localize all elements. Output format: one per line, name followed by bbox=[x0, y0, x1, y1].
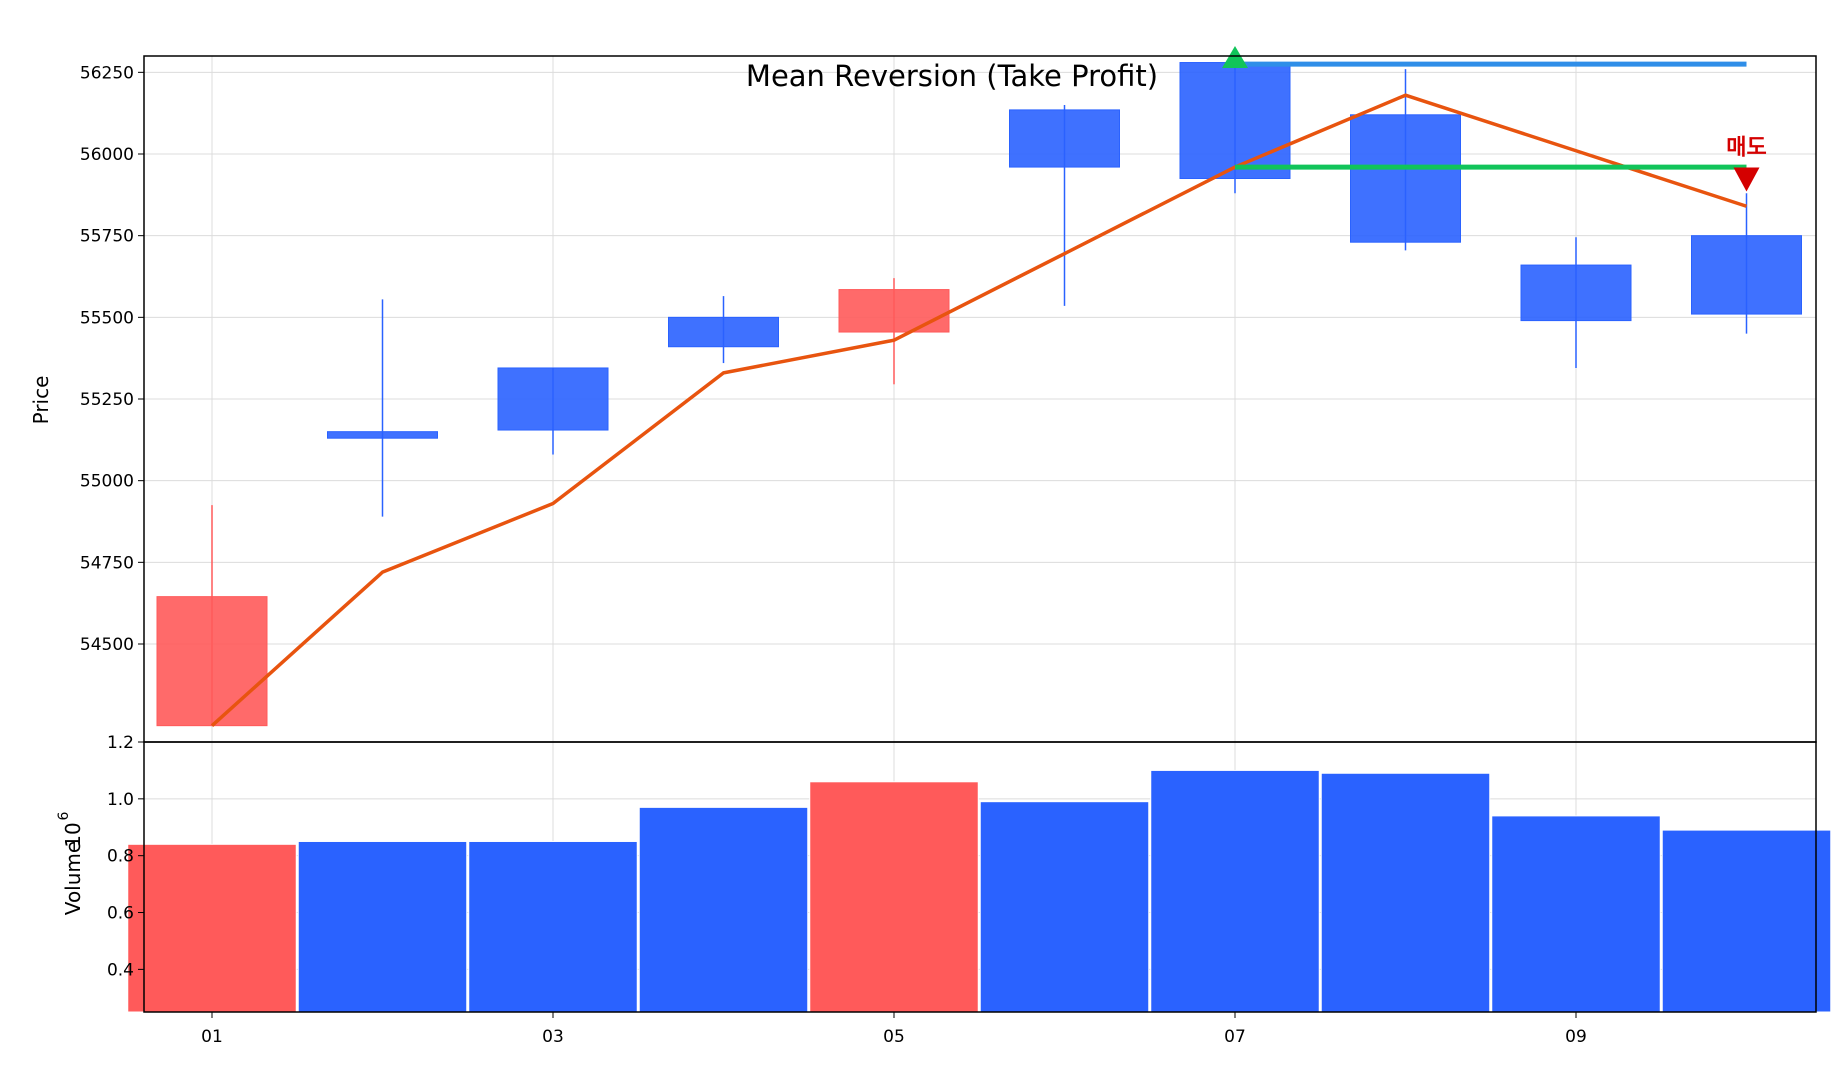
candle-body bbox=[1179, 62, 1291, 179]
candle-body bbox=[1009, 109, 1120, 168]
price-tick-label: 54750 bbox=[80, 553, 134, 573]
price-tick-label: 55000 bbox=[80, 472, 134, 492]
sell-marker bbox=[1733, 167, 1760, 192]
candle-body bbox=[497, 367, 609, 431]
candle-body bbox=[156, 596, 268, 727]
x-tick-label: 03 bbox=[542, 1027, 564, 1047]
price-tick-label: 55750 bbox=[80, 227, 134, 247]
moving-average-line bbox=[210, 93, 1748, 727]
volume-bar bbox=[1150, 769, 1320, 1013]
volume-bar bbox=[127, 843, 297, 1013]
volume-tick-label: 0.8 bbox=[107, 847, 134, 867]
volume-bar bbox=[297, 840, 468, 1013]
volume-tick-label: 1.0 bbox=[107, 790, 134, 810]
volume-tick-label: 0.6 bbox=[107, 904, 134, 924]
candle-body bbox=[327, 431, 438, 439]
candle-body bbox=[1520, 264, 1632, 322]
x-tick-label: 01 bbox=[201, 1027, 223, 1047]
price-axis-label: Price bbox=[29, 376, 53, 425]
volume-bar bbox=[979, 801, 1150, 1013]
volume-bar bbox=[638, 806, 809, 1013]
candle-body bbox=[838, 289, 950, 333]
x-tick-label: 07 bbox=[1224, 1027, 1246, 1047]
volume-tick-label: 1.2 bbox=[107, 733, 134, 753]
volume-bar bbox=[1491, 815, 1661, 1013]
candle-body bbox=[668, 316, 779, 348]
price-tick-label: 55500 bbox=[80, 308, 134, 328]
candle-body bbox=[1350, 114, 1461, 243]
volume-bar bbox=[809, 781, 979, 1013]
volume-tick-label: 0.4 bbox=[107, 960, 134, 980]
chart-title: Mean Reversion (Take Profit) bbox=[746, 59, 1158, 93]
price-tick-label: 56000 bbox=[80, 145, 134, 165]
volume-axis-label: Volume bbox=[61, 841, 85, 915]
buy-marker bbox=[1222, 46, 1248, 68]
x-tick-label: 05 bbox=[883, 1027, 905, 1047]
volume-bar bbox=[1661, 829, 1831, 1013]
volume-bar bbox=[468, 840, 638, 1013]
volume-bar bbox=[1320, 772, 1491, 1013]
volume-multiplier-exponent: 6 bbox=[56, 811, 72, 820]
volume-panel-frame bbox=[143, 741, 1817, 1013]
candle-body bbox=[1691, 235, 1802, 315]
volume-multiplier-base: 10 bbox=[61, 822, 85, 847]
price-tick-label: 56250 bbox=[80, 63, 134, 83]
price-tick-label: 54500 bbox=[80, 635, 134, 655]
x-tick-label: 09 bbox=[1565, 1027, 1587, 1047]
sell-marker-label: 매도 bbox=[1726, 136, 1766, 161]
price-tick-label: 55250 bbox=[80, 390, 134, 410]
